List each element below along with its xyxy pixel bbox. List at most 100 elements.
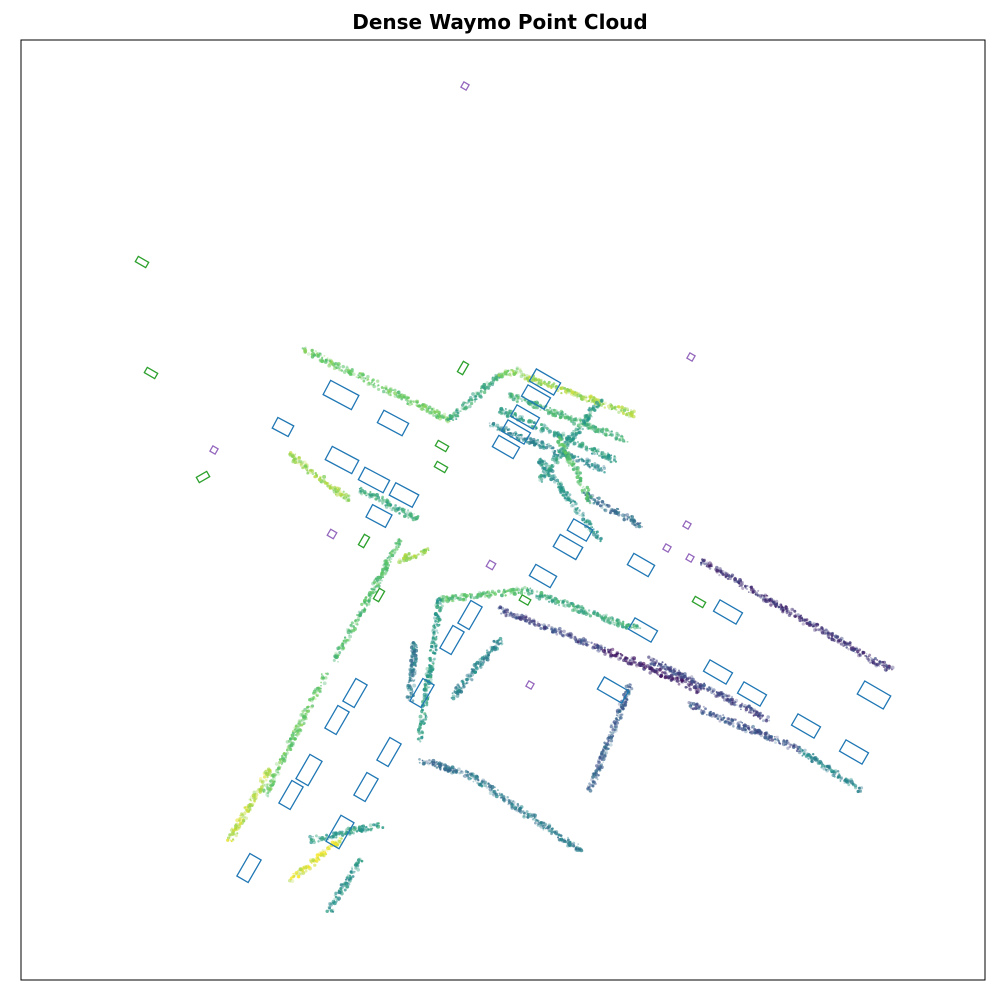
point <box>539 429 544 434</box>
point <box>543 822 548 827</box>
point <box>435 612 438 615</box>
point <box>435 623 439 626</box>
point <box>320 687 322 690</box>
point <box>610 404 613 407</box>
point <box>764 718 768 722</box>
point <box>519 437 521 440</box>
point <box>430 642 432 645</box>
point <box>363 825 366 828</box>
point <box>502 797 507 802</box>
point <box>664 663 667 666</box>
point <box>836 769 840 773</box>
point <box>592 428 595 431</box>
point <box>633 523 637 527</box>
point <box>547 472 550 475</box>
point <box>591 398 594 401</box>
point <box>288 739 292 743</box>
point <box>572 454 577 459</box>
point <box>433 652 436 655</box>
point <box>357 610 361 614</box>
point <box>595 463 599 466</box>
point <box>433 623 436 626</box>
point <box>516 804 520 808</box>
point <box>585 447 589 450</box>
point <box>507 611 510 614</box>
point <box>309 468 313 472</box>
point <box>365 494 368 497</box>
point <box>602 761 604 763</box>
point <box>601 451 605 455</box>
point <box>798 619 802 623</box>
point <box>564 416 567 419</box>
point <box>593 647 596 650</box>
point <box>479 389 483 393</box>
point <box>555 632 559 636</box>
point <box>416 737 420 741</box>
point <box>491 376 494 379</box>
point <box>343 638 348 643</box>
point-segment <box>700 558 895 673</box>
point <box>579 422 582 426</box>
point <box>300 718 304 722</box>
point <box>613 455 616 458</box>
point <box>848 779 851 783</box>
point <box>334 651 338 656</box>
point <box>573 433 578 437</box>
point <box>308 866 311 869</box>
point <box>576 440 580 444</box>
point <box>527 591 531 596</box>
point <box>653 658 656 661</box>
point <box>629 413 634 417</box>
point <box>437 632 439 634</box>
point <box>728 722 732 726</box>
point <box>619 706 622 709</box>
point <box>550 599 555 603</box>
point <box>526 813 530 816</box>
point <box>611 621 616 625</box>
point <box>621 411 626 416</box>
point <box>515 806 518 809</box>
point <box>555 453 557 456</box>
point <box>476 593 480 597</box>
point <box>606 429 608 431</box>
point <box>882 660 887 665</box>
point <box>747 711 750 714</box>
point <box>532 441 535 444</box>
point <box>861 651 865 655</box>
point <box>583 398 587 401</box>
point <box>762 594 765 597</box>
point <box>778 741 781 745</box>
point <box>590 464 594 468</box>
point <box>547 826 551 830</box>
point <box>424 687 428 692</box>
point <box>559 599 562 602</box>
point <box>494 792 497 795</box>
point <box>593 401 596 404</box>
point <box>599 752 604 756</box>
point <box>741 586 745 590</box>
point <box>619 409 623 412</box>
point <box>638 660 642 665</box>
point <box>661 661 664 664</box>
point <box>317 840 320 843</box>
point <box>272 776 274 779</box>
point <box>754 711 758 715</box>
point <box>553 627 557 631</box>
point <box>787 742 791 745</box>
point <box>384 385 388 389</box>
point <box>582 514 585 517</box>
point <box>581 608 585 613</box>
point <box>593 465 597 469</box>
point <box>569 452 572 456</box>
point <box>549 386 553 389</box>
point <box>501 408 504 412</box>
point <box>560 447 563 450</box>
point <box>799 615 802 618</box>
point <box>525 373 529 378</box>
point <box>763 731 768 736</box>
point <box>349 369 352 372</box>
point <box>359 373 364 377</box>
point <box>298 722 301 725</box>
point <box>565 392 568 395</box>
point <box>415 518 418 521</box>
